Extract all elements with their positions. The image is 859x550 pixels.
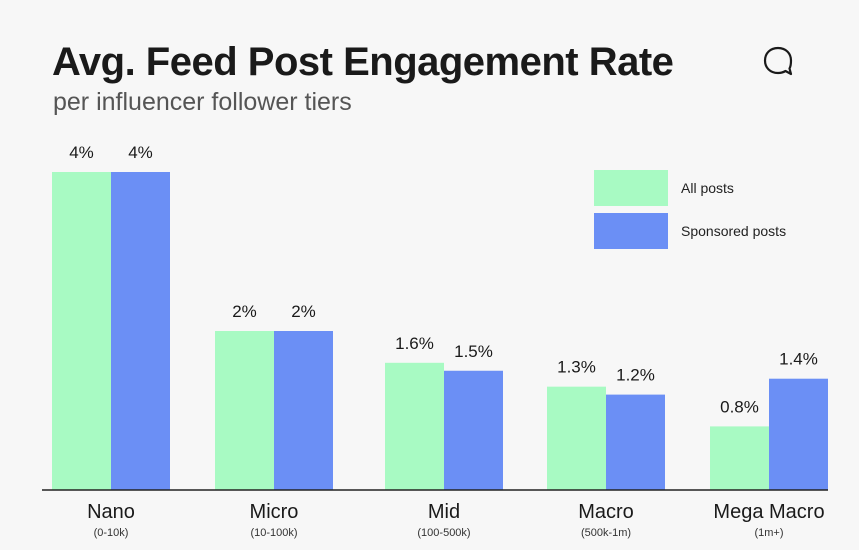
legend-swatch-all-posts <box>594 170 668 206</box>
x-tick-sublabel-mid: (100-500k) <box>417 527 470 539</box>
data-label-micro-all-posts: 2% <box>232 302 257 321</box>
x-tick-label-nano: Nano <box>87 501 135 523</box>
data-label-mid-sponsored-posts: 1.5% <box>454 342 493 361</box>
bar-nano-sponsored-posts <box>111 172 170 490</box>
bar-mega-macro-sponsored-posts <box>769 378 828 490</box>
bar-mid-sponsored-posts <box>444 370 503 490</box>
data-label-nano-all-posts: 4% <box>69 143 94 162</box>
data-label-mega-macro-all-posts: 0.8% <box>720 397 759 416</box>
x-tick-sublabel-mega-macro: (1m+) <box>754 527 783 539</box>
bar-nano-all-posts <box>52 172 111 490</box>
chart-title: Avg. Feed Post Engagement Rate <box>52 40 674 84</box>
bar-micro-all-posts <box>215 331 274 490</box>
chart-subtitle: per influencer follower tiers <box>53 88 352 116</box>
data-label-nano-sponsored-posts: 4% <box>128 143 153 162</box>
data-label-micro-sponsored-posts: 2% <box>291 302 316 321</box>
x-tick-sublabel-macro: (500k-1m) <box>581 527 631 539</box>
data-label-macro-sponsored-posts: 1.2% <box>616 366 655 385</box>
x-tick-sublabel-micro: (10-100k) <box>250 527 297 539</box>
bar-macro-sponsored-posts <box>606 394 665 490</box>
data-label-macro-all-posts: 1.3% <box>557 358 596 377</box>
x-tick-sublabel-nano: (0-10k) <box>94 527 129 539</box>
x-tick-label-mega-macro: Mega Macro <box>713 501 824 523</box>
bar-micro-sponsored-posts <box>274 331 333 490</box>
legend-label-all-posts: All posts <box>681 180 734 196</box>
bar-macro-all-posts <box>547 386 606 490</box>
data-label-mega-macro-sponsored-posts: 1.4% <box>779 350 818 369</box>
x-tick-label-micro: Micro <box>250 501 299 523</box>
x-tick-label-macro: Macro <box>578 501 634 523</box>
bar-mid-all-posts <box>385 362 444 490</box>
bar-mega-macro-all-posts <box>710 426 769 490</box>
x-tick-label-mid: Mid <box>428 501 460 523</box>
legend-swatch-sponsored-posts <box>594 213 668 249</box>
legend-label-sponsored-posts: Sponsored posts <box>681 223 787 239</box>
data-label-mid-all-posts: 1.6% <box>395 334 434 353</box>
speech-bubble-icon <box>763 46 793 76</box>
